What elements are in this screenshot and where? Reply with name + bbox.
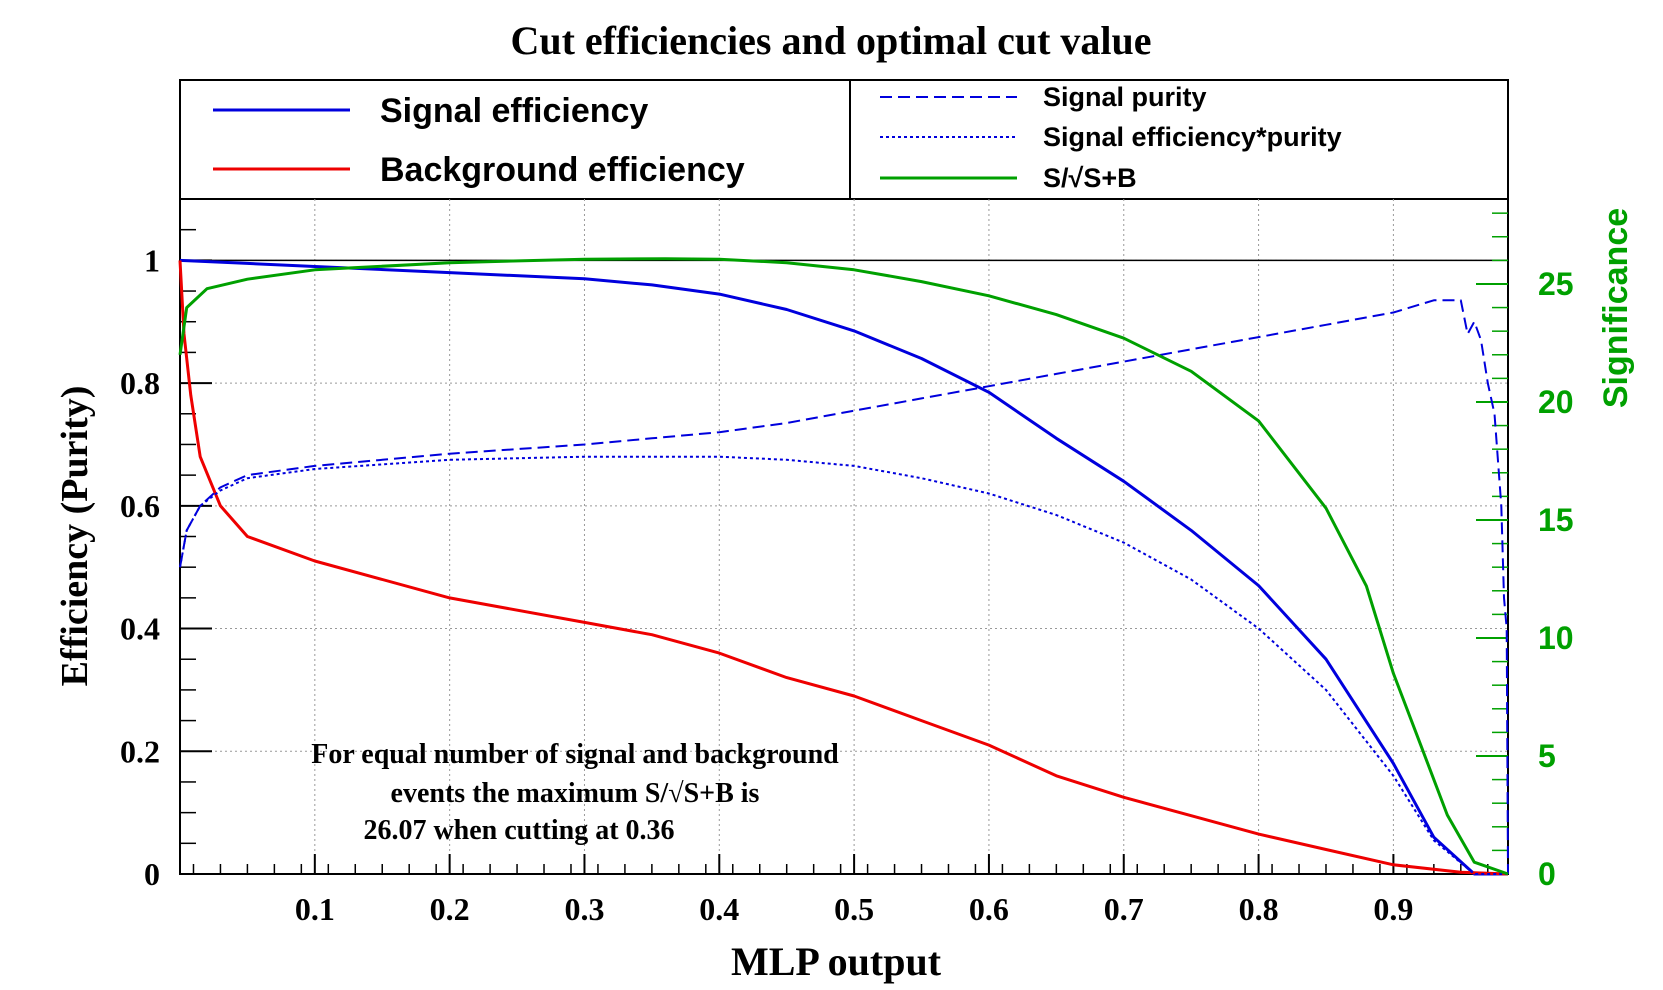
y2-tick-label: 0: [1538, 856, 1556, 892]
y2-tick-label: 15: [1538, 502, 1574, 538]
axis-ticks: [180, 212, 1508, 875]
legend-box: [179, 79, 1509, 200]
series-signal-efficiency: [179, 258, 1508, 876]
y-tick-label: 1: [144, 242, 160, 278]
y-axis-label: Efficiency (Purity): [54, 386, 96, 687]
legend-label-significance: S/√S+B: [1043, 163, 1137, 193]
y2-tick-label: 20: [1538, 384, 1574, 420]
y-tick-label: 0.4: [120, 611, 160, 647]
annotation-line-3: 26.07 when cutting at 0.36: [363, 815, 674, 846]
x-tick-label: 0.4: [699, 891, 739, 927]
annotation-line-1: For equal number of signal and backgroun…: [311, 739, 839, 770]
y-tick-label: 0.6: [120, 488, 160, 524]
y2-tick-label: 5: [1538, 738, 1556, 774]
series-signal-purity: [179, 299, 1509, 875]
series-s-s-b: [178, 257, 1509, 876]
tick-labels: 0.1 0.2 0.3 0.4 0.5 0.6 0.7 0.8 0.9 0 0.2 0.4 0.6 0.8…: [120, 242, 1574, 927]
grid: [180, 199, 1508, 874]
legend-label-efficiency-purity: Signal efficiency*purity: [1043, 122, 1342, 152]
y-tick-label: 0.2: [120, 733, 160, 769]
x-axis-label: MLP output: [731, 939, 942, 984]
y2-tick-label: 25: [1538, 266, 1574, 302]
x-tick-label: 0.6: [969, 891, 1009, 927]
series-signal-efficiency-purity: [179, 455, 1508, 875]
series-background-efficiency: [178, 260, 1509, 876]
y2-axis-label: Significance: [1597, 208, 1635, 408]
annotation-line-2: events the maximum S/√S+B is: [391, 778, 760, 809]
plot-frame: [179, 198, 1509, 875]
x-tick-label: 0.3: [564, 891, 604, 927]
x-tick-label: 0.9: [1373, 891, 1413, 927]
legend-label-signal-purity: Signal purity: [1043, 82, 1207, 112]
x-tick-label: 0.5: [834, 891, 874, 927]
series-group: [178, 257, 1509, 876]
legend-label-background-efficiency: Background efficiency: [380, 151, 745, 189]
y2-tick-label: 10: [1538, 620, 1574, 656]
legend-label-signal-efficiency: Signal efficiency: [380, 92, 648, 130]
x-tick-label: 0.2: [430, 891, 470, 927]
y-tick-label: 0: [144, 856, 160, 892]
x-tick-label: 0.1: [295, 891, 335, 927]
x-tick-label: 0.7: [1104, 891, 1144, 927]
chart-title: Cut efficiencies and optimal cut value: [510, 18, 1151, 63]
x-tick-label: 0.8: [1239, 891, 1279, 927]
y-tick-label: 0.8: [120, 365, 160, 401]
